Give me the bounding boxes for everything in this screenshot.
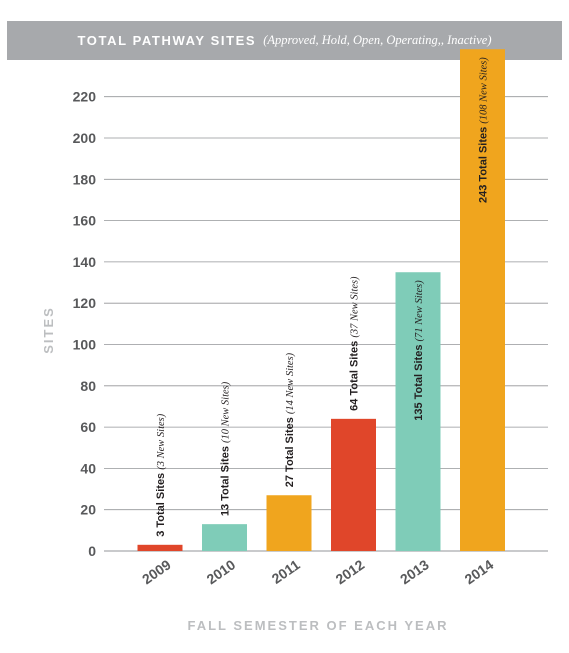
y-tick-label: 140 (73, 254, 97, 270)
bar-2010 (202, 524, 247, 551)
y-tick-label: 0 (88, 543, 96, 559)
x-tick-label: 2010 (204, 556, 239, 587)
x-tick-label: 2013 (397, 556, 432, 587)
y-tick-label: 100 (73, 337, 97, 353)
x-tick-label: 2009 (139, 556, 174, 587)
bar-2011 (266, 495, 312, 551)
data-label-2011: 27 Total Sites (14 New Sites) (284, 352, 296, 487)
y-tick-label: 120 (73, 295, 97, 311)
y-tick-label: 20 (80, 502, 96, 518)
x-tick-label: 2011 (269, 556, 303, 587)
y-tick-label: 220 (73, 89, 97, 105)
data-label-2013: 135 Total Sites (71 New Sites) (413, 280, 425, 421)
chart-title-banner: TOTAL PATHWAY SITES (Approved, Hold, Ope… (7, 21, 562, 60)
chart-title: TOTAL PATHWAY SITES (77, 33, 257, 48)
data-label-2010: 13 Total Sites (10 New Sites) (220, 381, 232, 516)
y-axis-label: SITES (41, 306, 56, 354)
x-tick-label: 2014 (462, 556, 497, 587)
x-tick-label: 2012 (333, 556, 368, 587)
y-tick-label: 200 (73, 130, 97, 146)
y-tick-label: 160 (73, 213, 97, 229)
data-label-2014: 243 Total Sites (108 New Sites) (478, 57, 490, 203)
y-tick-label: 60 (80, 419, 96, 435)
x-axis-label: FALL SEMESTER OF EACH YEAR (188, 618, 449, 633)
chart-subtitle: (Approved, Hold, Open, Operating,, Inact… (263, 33, 492, 47)
y-tick-label: 180 (73, 171, 97, 187)
bar-2013 (395, 272, 441, 551)
y-tick-label: 80 (80, 378, 96, 394)
y-tick-label: 40 (80, 460, 96, 476)
bar-2012 (331, 418, 376, 551)
bar-2009 (137, 544, 183, 551)
data-label-2012: 64 Total Sites (37 New Sites) (349, 276, 361, 411)
data-label-2009: 3 Total Sites (3 New Sites) (155, 413, 167, 537)
bar-2014 (460, 49, 505, 551)
